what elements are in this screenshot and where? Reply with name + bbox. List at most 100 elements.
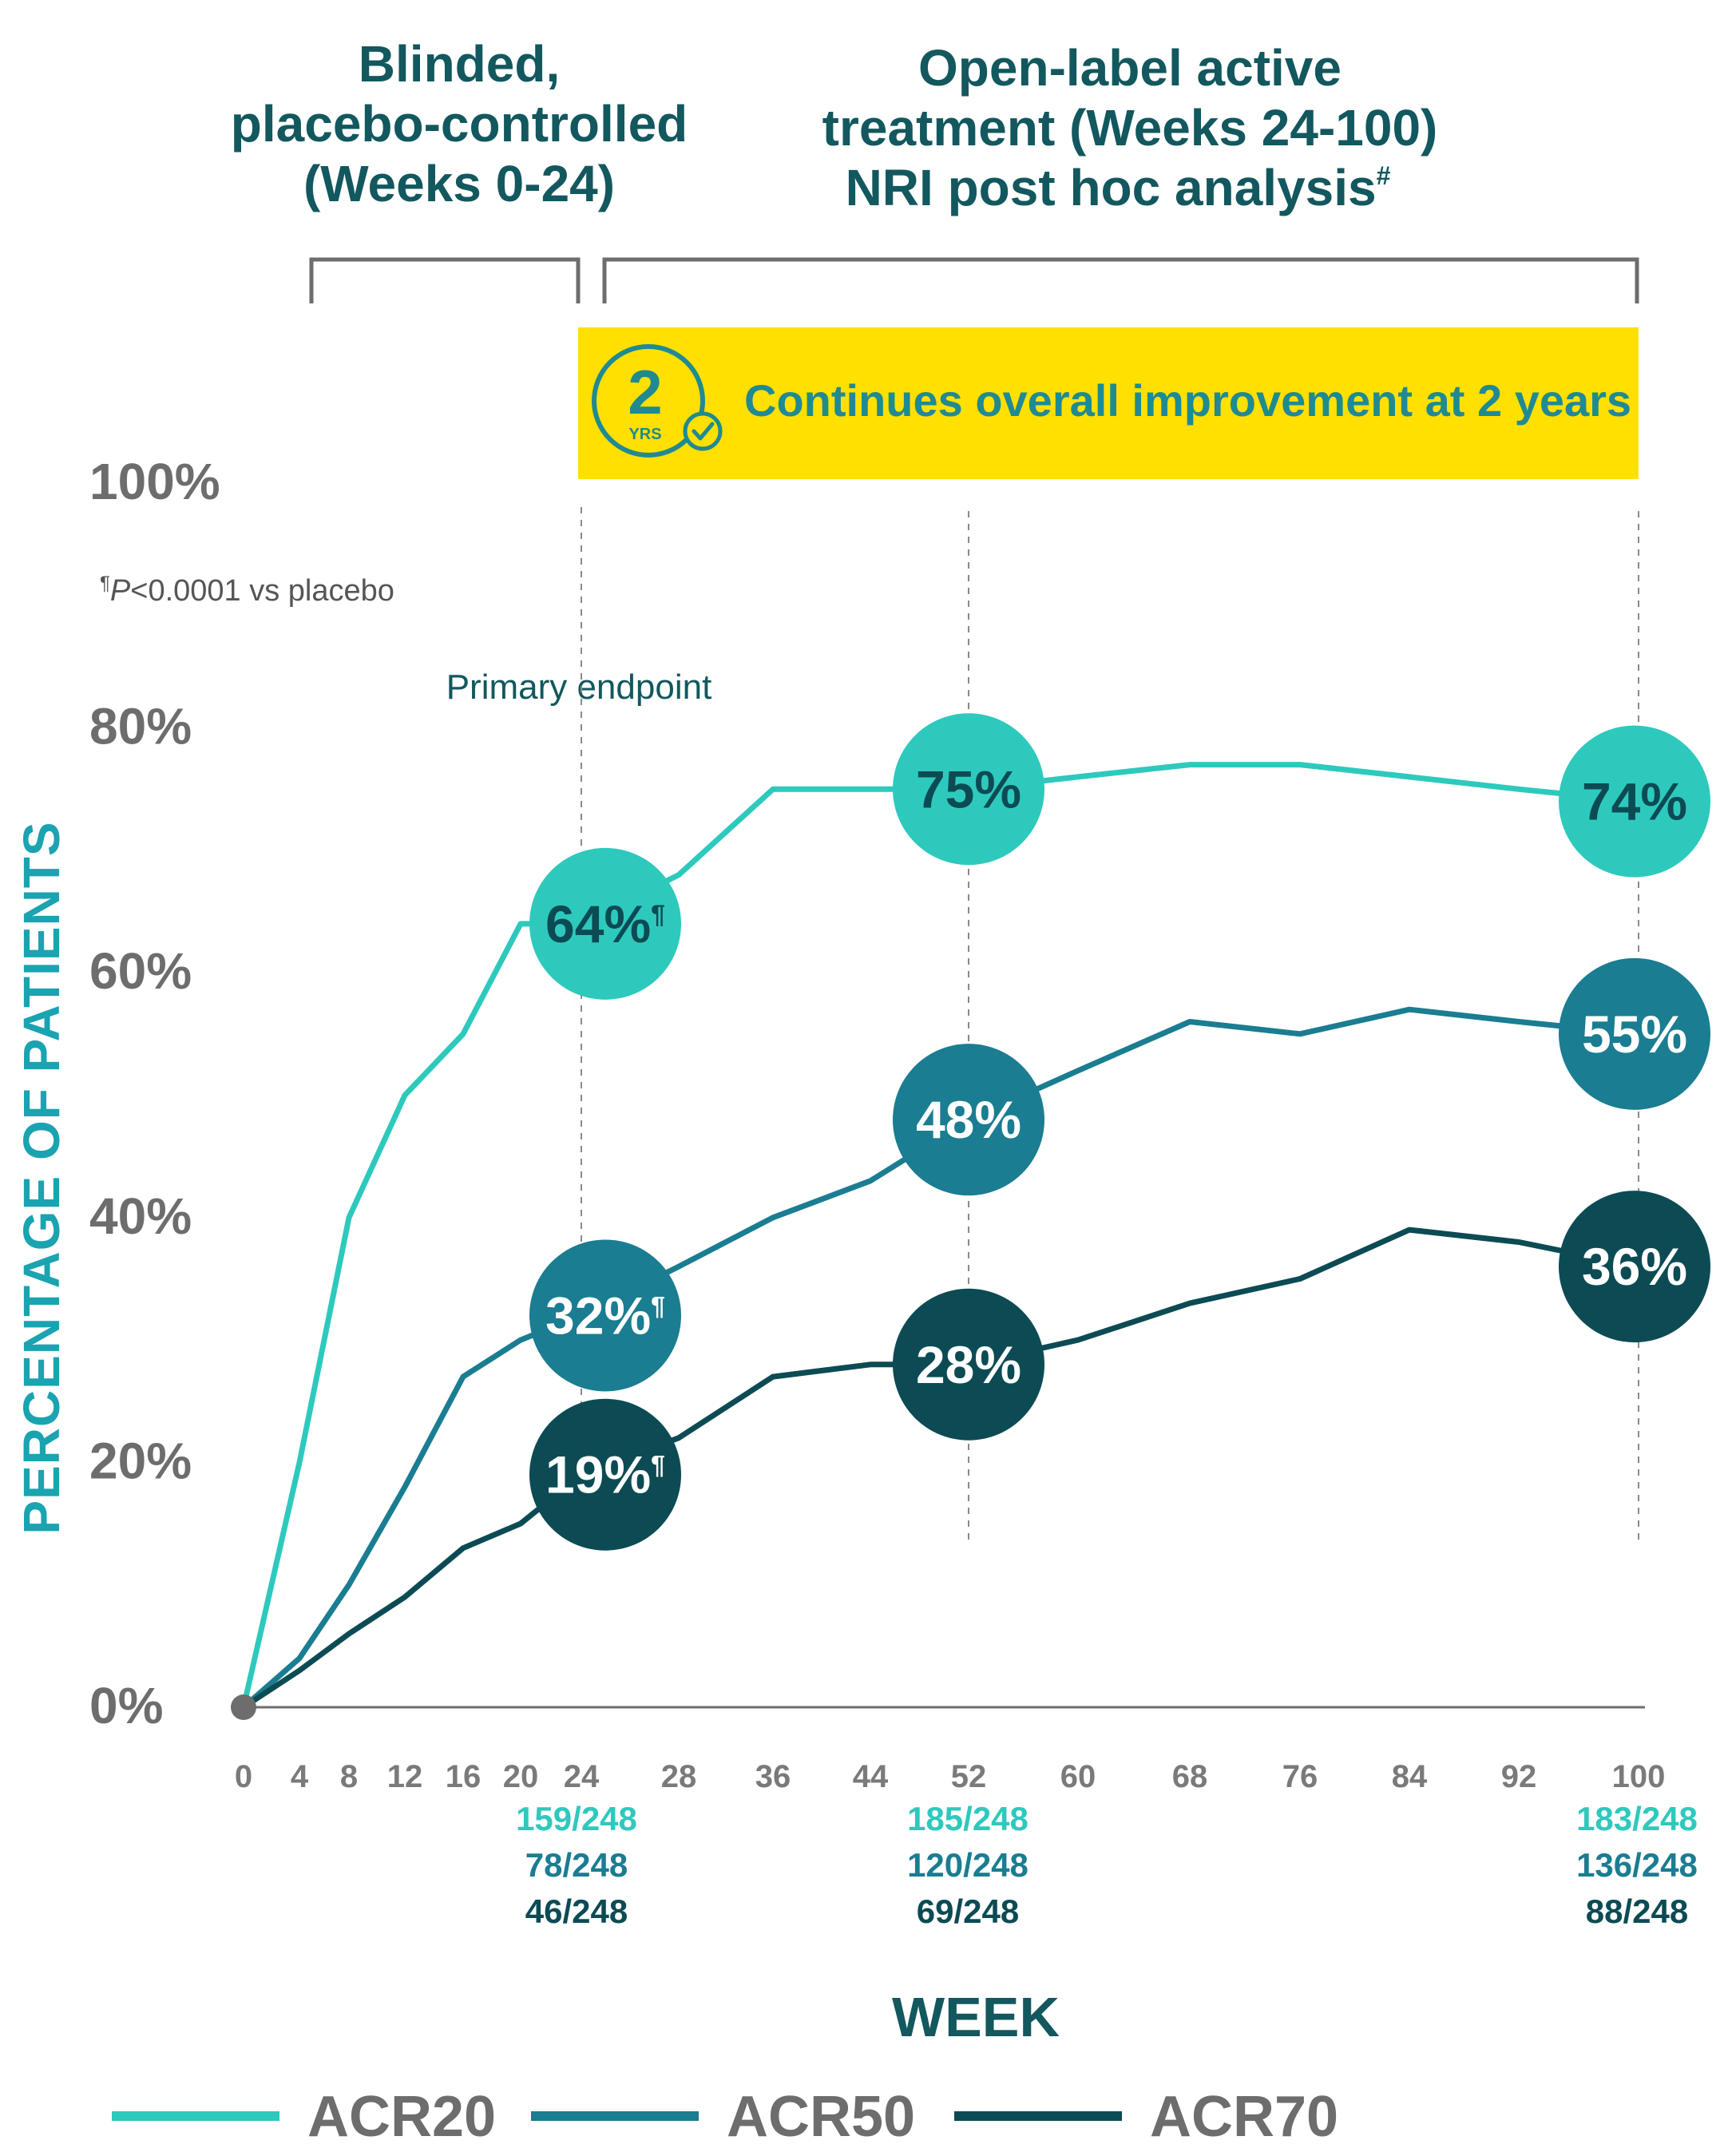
legend-label-acr20: ACR20	[307, 2085, 496, 2149]
point-label-acr70-week-24: 19%¶	[529, 1398, 681, 1551]
two-years-badge-icon: 2 YRS	[592, 344, 723, 458]
x-tick-label: 36	[755, 1759, 791, 1794]
point-value-text: 55%	[1582, 1005, 1687, 1064]
y-tick-label: 60%	[89, 942, 192, 1000]
x-tick-label: 84	[1392, 1759, 1428, 1794]
y-axis-title: PERCENTAGE OF PATIENTS	[13, 821, 70, 1534]
legend-label-acr50: ACR50	[727, 2085, 915, 2149]
point-bubble	[1559, 725, 1710, 878]
point-value: 75%	[916, 759, 1021, 818]
point-value-text: 28%	[916, 1335, 1021, 1394]
point-bubble	[893, 1044, 1044, 1196]
x-axis-title: WEEK	[892, 1986, 1060, 2048]
x-tick-label: 44	[853, 1759, 889, 1794]
point-bubble	[1559, 1191, 1710, 1343]
point-label-acr20-week-100: 74%	[1559, 725, 1710, 878]
point-bubble	[893, 1288, 1044, 1441]
banner-text: Continues overall improvement at 2 years	[744, 375, 1631, 426]
series-line-acr20	[240, 762, 1642, 1710]
x-tick-label: 28	[661, 1759, 697, 1794]
badge-unit: YRS	[628, 426, 661, 443]
check-mark-icon	[692, 422, 715, 441]
count-week-52-acr20: 185/248	[907, 1800, 1028, 1837]
header-right-line-1: Open-label active	[918, 39, 1342, 97]
point-label-acr70-week-52: 28%	[893, 1288, 1044, 1441]
bracket-blinded	[309, 257, 581, 303]
point-bubble	[529, 847, 681, 1000]
badge-number: 2	[628, 357, 662, 427]
y-tick-label: 80%	[89, 698, 192, 755]
x-tick-label: 16	[446, 1759, 482, 1794]
header-left-line-3: (Weeks 0-24)	[303, 155, 615, 212]
count-week-52-acr50: 120/248	[907, 1846, 1028, 1884]
point-bubble	[529, 1239, 681, 1392]
point-superscript: ¶	[651, 1451, 665, 1480]
y-tick-label: 40%	[89, 1187, 192, 1245]
header-right-line-3: NRI post hoc analysis#	[846, 159, 1391, 216]
y-tick-label: 100%	[89, 453, 220, 510]
point-bubble	[529, 1398, 681, 1551]
header-left-line-1: Blinded,	[359, 35, 560, 93]
header-right-line-2: treatment (Weeks 24-100)	[822, 99, 1438, 157]
header-right-superscript: #	[1377, 161, 1391, 190]
x-tick-label: 20	[503, 1759, 539, 1794]
check-circle-icon	[683, 411, 723, 451]
point-value: 28%	[916, 1335, 1021, 1394]
x-tick-label: 8	[340, 1759, 358, 1794]
point-value-text: 32%	[545, 1286, 651, 1345]
point-value-text: 74%	[1582, 772, 1687, 831]
footnote: ¶P<0.0001 vs placebo	[100, 573, 394, 608]
point-value-text: 19%	[545, 1445, 651, 1504]
point-value-text: 64%	[545, 894, 651, 953]
count-week-100-acr50: 136/248	[1576, 1846, 1698, 1884]
point-value: 48%	[916, 1090, 1021, 1149]
point-value: 32%¶	[545, 1286, 665, 1345]
point-label-acr70-week-100: 36%	[1559, 1191, 1710, 1343]
point-bubble	[893, 713, 1044, 866]
primary-endpoint-label: Primary endpoint	[446, 668, 712, 707]
series-line-acr50	[240, 1006, 1642, 1710]
x-tick-label: 68	[1172, 1759, 1208, 1794]
x-tick-label: 12	[387, 1759, 423, 1794]
point-label-acr50-week-100: 55%	[1559, 957, 1710, 1110]
point-label-acr50-week-24: 32%¶	[529, 1239, 681, 1392]
x-tick-label: 52	[951, 1759, 987, 1794]
point-superscript: ¶	[651, 1291, 665, 1320]
footnote-text: <0.0001 vs placebo	[130, 574, 394, 608]
y-tick-label: 20%	[89, 1432, 192, 1489]
count-week-24-acr50: 78/248	[525, 1846, 628, 1884]
point-value: 64%¶	[545, 894, 665, 953]
point-label-acr50-week-52: 48%	[893, 1044, 1044, 1196]
point-value-text: 48%	[916, 1090, 1021, 1149]
count-week-24-acr20: 159/248	[516, 1800, 637, 1837]
x-tick-label: 4	[291, 1759, 309, 1794]
count-week-100-acr20: 183/248	[1576, 1800, 1698, 1837]
point-value: 74%	[1582, 772, 1687, 831]
point-value: 36%	[1582, 1237, 1687, 1296]
header-right-line-3-text: NRI post hoc analysis	[846, 159, 1377, 216]
x-tick-label: 60	[1060, 1759, 1096, 1794]
x-tick-label: 24	[564, 1759, 600, 1794]
bracket-open-label	[602, 257, 1639, 303]
point-value-text: 36%	[1582, 1237, 1687, 1296]
point-label-acr20-week-24: 64%¶	[529, 847, 681, 1000]
footnote-mark: ¶	[100, 573, 110, 594]
x-tick-label: 92	[1501, 1759, 1537, 1794]
header-left-line-2: placebo-controlled	[231, 95, 688, 153]
point-label-acr20-week-52: 75%	[893, 713, 1044, 866]
improvement-banner	[578, 327, 1639, 479]
x-tick-label: 100	[1612, 1759, 1666, 1794]
point-superscript: ¶	[651, 900, 665, 929]
footnote-p: P	[110, 574, 131, 608]
origin-point	[231, 1694, 256, 1720]
count-week-24-acr70: 46/248	[525, 1892, 628, 1930]
legend-label-acr70: ACR70	[1150, 2085, 1338, 2149]
point-value: 55%	[1582, 1005, 1687, 1064]
point-value-text: 75%	[916, 759, 1021, 818]
x-tick-label: 0	[235, 1759, 252, 1794]
point-bubble	[1559, 957, 1710, 1110]
point-value: 19%¶	[545, 1445, 665, 1504]
y-tick-label: 0%	[89, 1677, 164, 1734]
series-line-acr70	[240, 1227, 1642, 1710]
